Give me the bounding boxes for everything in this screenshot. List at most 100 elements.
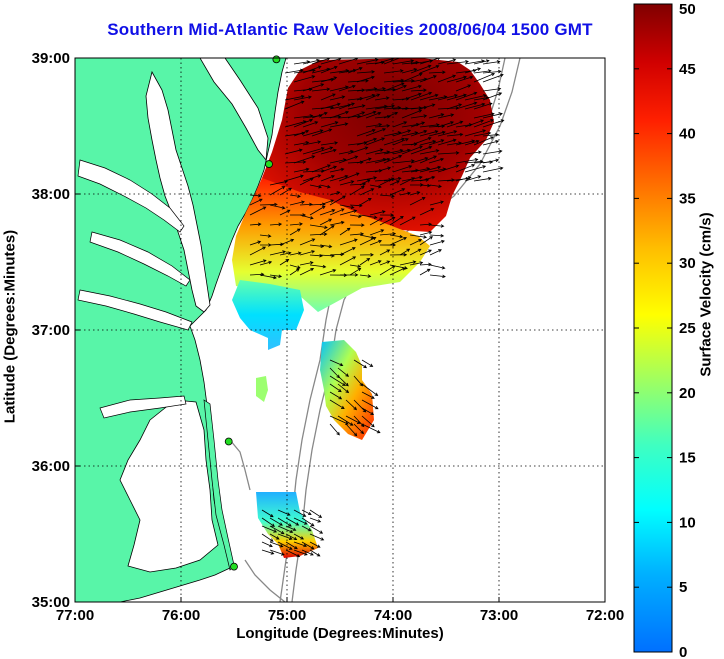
velocity-arrow <box>473 102 493 110</box>
velocity-arrow <box>349 185 365 196</box>
x-tick-label: 72:00 <box>586 607 624 624</box>
velocity-arrow <box>356 110 377 119</box>
velocity-arrow <box>410 91 433 101</box>
velocity-arrow <box>320 141 339 146</box>
velocity-arrow <box>320 65 338 74</box>
velocity-arrow <box>359 236 377 246</box>
velocity-arrow <box>361 423 381 434</box>
colorbar-tick-label: 15 <box>679 450 696 467</box>
velocity-arrow <box>277 509 291 516</box>
velocity-arrow <box>359 214 378 220</box>
velocity-arrow <box>359 234 375 240</box>
velocity-patch-hatteras <box>256 492 318 558</box>
velocity-arrow <box>329 191 341 196</box>
velocity-arrow <box>399 177 415 186</box>
velocity-arrow <box>338 172 360 182</box>
x-tick-label: 77:00 <box>56 607 94 624</box>
velocity-arrow <box>389 216 404 226</box>
velocity-arrow <box>419 175 436 182</box>
velocity-arrow <box>365 148 384 155</box>
velocity-arrow <box>261 533 274 542</box>
velocity-arrow <box>410 145 433 155</box>
velocity-field <box>232 58 505 558</box>
velocity-arrow <box>446 60 469 65</box>
velocity-arrow <box>259 260 273 266</box>
velocity-arrow <box>392 84 407 92</box>
velocity-arrow <box>302 65 322 74</box>
velocity-arrow <box>284 68 304 74</box>
velocity-arrow <box>383 137 405 146</box>
velocity-arrow <box>285 517 300 526</box>
velocity-arrow <box>473 131 492 137</box>
velocity-arrow <box>429 274 446 279</box>
velocity-arrow <box>437 58 457 65</box>
velocity-arrow <box>482 166 504 173</box>
velocity-arrow <box>437 121 455 128</box>
velocity-arrow <box>293 129 310 137</box>
velocity-arrow <box>269 180 288 186</box>
velocity-arrow <box>361 359 374 367</box>
velocity-arrow <box>473 119 495 128</box>
velocity-arrow <box>419 75 437 83</box>
velocity-arrow <box>293 517 308 525</box>
velocity-arrow <box>299 267 315 276</box>
velocity-arrow <box>410 136 432 146</box>
velocity-arrow <box>401 109 423 119</box>
velocity-arrow <box>429 249 442 256</box>
velocity-arrow <box>482 112 503 119</box>
velocity-arrow <box>279 187 292 196</box>
velocity-arrow <box>293 541 308 548</box>
velocity-arrow <box>319 199 335 206</box>
velocity-arrow <box>359 258 371 266</box>
velocity-arrow <box>473 176 492 182</box>
chesapeake-bay <box>145 70 211 313</box>
velocity-arrow <box>419 165 442 173</box>
velocity-arrow <box>329 95 346 101</box>
velocity-arrow <box>249 222 262 227</box>
velocity-arrow <box>399 216 416 226</box>
velocity-arrow <box>338 102 355 110</box>
velocity-arrow <box>361 415 375 428</box>
velocity-arrow <box>383 154 403 164</box>
velocity-arrow <box>261 549 275 555</box>
velocity-arrow <box>473 69 492 74</box>
x-tick-label: 76:00 <box>162 607 200 624</box>
velocity-arrow <box>302 146 325 155</box>
velocity-arrow <box>409 261 424 266</box>
velocity-arrow <box>419 130 439 137</box>
velocity-arrow <box>289 200 305 206</box>
velocity-arrow <box>464 67 482 74</box>
velocity-arrow <box>289 194 301 198</box>
velocity-arrow <box>419 58 441 65</box>
velocity-arrow <box>309 517 322 523</box>
velocity-arrow <box>320 121 339 128</box>
velocity-arrow <box>369 217 384 226</box>
velocity-arrow <box>311 146 334 155</box>
velocity-arrow <box>347 66 363 74</box>
station-marker <box>224 437 233 446</box>
velocity-arrow <box>261 509 274 518</box>
velocity-arrow <box>428 113 445 119</box>
velocity-arrow <box>419 249 432 256</box>
velocity-arrow <box>279 238 295 246</box>
velocity-arrow <box>446 103 463 110</box>
velocity-arrow <box>455 91 478 101</box>
velocity-arrow <box>410 129 428 137</box>
velocity-arrow <box>338 84 356 92</box>
station-marker <box>230 562 238 571</box>
velocity-arrow <box>401 72 423 83</box>
velocity-arrow <box>353 423 364 435</box>
velocity-arrow <box>464 165 487 173</box>
velocity-arrow <box>482 149 503 155</box>
velocity-arrow <box>392 121 408 128</box>
velocity-arrow <box>419 103 436 110</box>
velocity-arrow <box>259 274 277 280</box>
colorbar-tick-label: 0 <box>679 644 687 659</box>
velocity-arrow <box>277 533 293 540</box>
velocity-arrow <box>379 213 395 217</box>
velocity-arrow <box>299 250 316 256</box>
velocity-arrow <box>383 58 403 65</box>
velocity-arrow <box>285 549 301 558</box>
velocity-arrow <box>289 228 301 236</box>
velocity-arrow <box>392 159 415 164</box>
